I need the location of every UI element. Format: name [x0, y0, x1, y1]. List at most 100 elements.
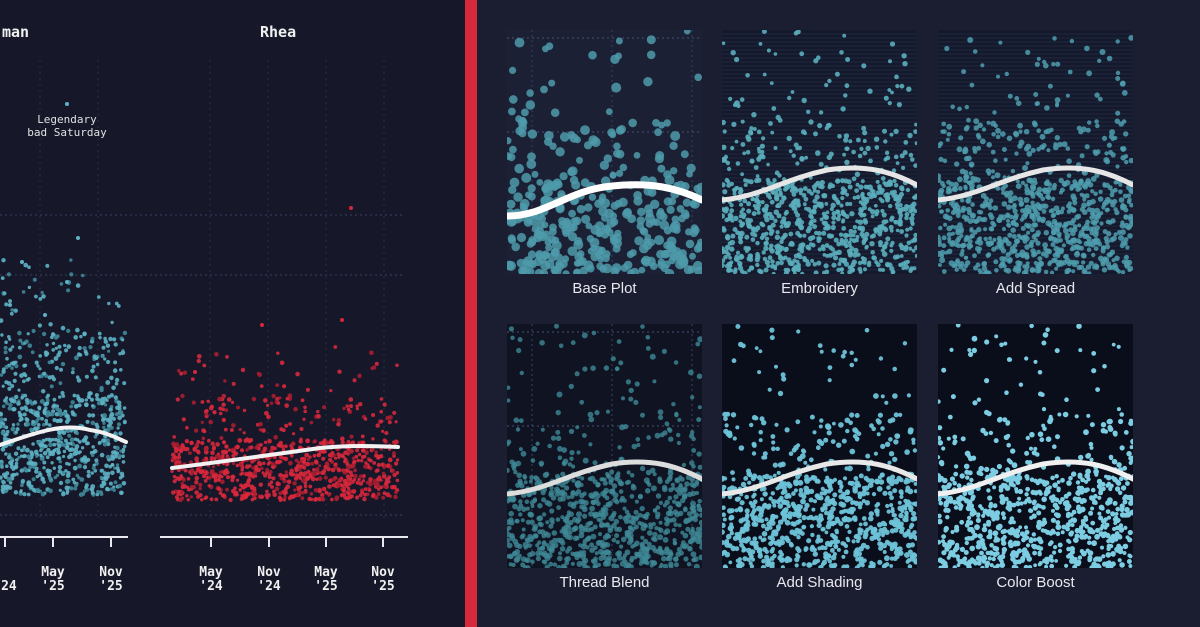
data-point [313, 497, 318, 502]
data-point [634, 551, 639, 556]
data-point [1043, 62, 1049, 69]
data-point [363, 417, 368, 421]
data-point [941, 121, 947, 127]
data-point [965, 124, 970, 130]
data-point [748, 254, 753, 259]
data-point [612, 244, 621, 253]
data-point [673, 556, 679, 562]
data-point [549, 485, 554, 490]
data-point [525, 191, 532, 199]
data-point [298, 485, 303, 490]
data-point [610, 512, 616, 518]
data-point [851, 233, 856, 238]
data-point [1097, 96, 1103, 102]
data-point [857, 219, 864, 225]
data-point [841, 226, 847, 231]
data-point [774, 234, 781, 240]
data-point [65, 280, 69, 284]
data-point [730, 218, 735, 223]
data-point [1075, 186, 1081, 192]
data-point [613, 142, 621, 151]
data-point [1014, 96, 1020, 101]
data-point [1113, 180, 1118, 185]
data-point [603, 487, 610, 494]
data-point [1054, 97, 1061, 103]
data-point [697, 498, 702, 504]
data-point [687, 539, 693, 545]
data-point [15, 427, 20, 432]
data-point [259, 384, 264, 388]
data-point [761, 207, 767, 212]
data-point [837, 134, 842, 139]
data-point [659, 562, 664, 568]
data-point [667, 510, 674, 517]
data-point [745, 150, 751, 155]
data-point [387, 420, 392, 425]
data-point [666, 555, 671, 560]
data-point [31, 477, 36, 482]
data-point [272, 489, 276, 494]
data-point [956, 146, 963, 153]
data-point [611, 490, 616, 495]
data-point [1085, 127, 1091, 133]
data-point [528, 479, 533, 484]
data-point [882, 128, 887, 134]
data-point [575, 535, 580, 541]
data-point [1023, 197, 1030, 203]
data-point [956, 243, 961, 249]
data-point [1074, 251, 1080, 258]
data-point [372, 461, 377, 465]
data-point [61, 394, 66, 398]
data-point [194, 475, 200, 481]
data-point [598, 518, 603, 523]
data-point [38, 367, 42, 371]
data-point [792, 266, 797, 270]
data-point [1126, 193, 1132, 198]
data-point [539, 529, 546, 535]
data-point [203, 446, 209, 452]
data-point [260, 323, 264, 327]
data-point [102, 442, 108, 447]
data-point [1101, 205, 1106, 210]
data-point [283, 456, 289, 462]
data-point [65, 473, 71, 479]
data-point [221, 402, 226, 407]
data-point [1050, 225, 1057, 231]
data-point [333, 465, 339, 470]
data-point [792, 205, 798, 211]
data-point [507, 441, 510, 447]
data-point [791, 153, 796, 158]
data-point [49, 411, 55, 417]
data-point [1044, 105, 1050, 111]
data-point [588, 416, 595, 423]
data-point [298, 467, 302, 472]
data-point [571, 478, 576, 483]
data-point [902, 61, 908, 67]
data-point [843, 238, 849, 244]
data-point [258, 482, 263, 487]
thumbnail-base [507, 30, 702, 274]
data-point [1052, 182, 1057, 188]
data-point [657, 409, 664, 415]
data-point [555, 488, 561, 494]
data-point [516, 232, 527, 243]
data-point [1078, 264, 1085, 270]
data-point [1030, 183, 1036, 190]
data-point [238, 488, 242, 492]
data-point [0, 333, 4, 337]
data-point [575, 425, 580, 430]
data-point [50, 461, 54, 465]
data-point [800, 271, 805, 274]
data-point [685, 474, 692, 481]
data-point [189, 468, 195, 474]
data-point [518, 503, 524, 509]
data-point [969, 82, 975, 88]
data-point [906, 86, 912, 92]
data-point [204, 495, 209, 500]
data-point [976, 249, 981, 254]
data-point [375, 423, 380, 428]
data-point [657, 258, 665, 266]
data-point [1106, 55, 1113, 62]
data-point [539, 545, 545, 551]
data-point [946, 232, 952, 238]
